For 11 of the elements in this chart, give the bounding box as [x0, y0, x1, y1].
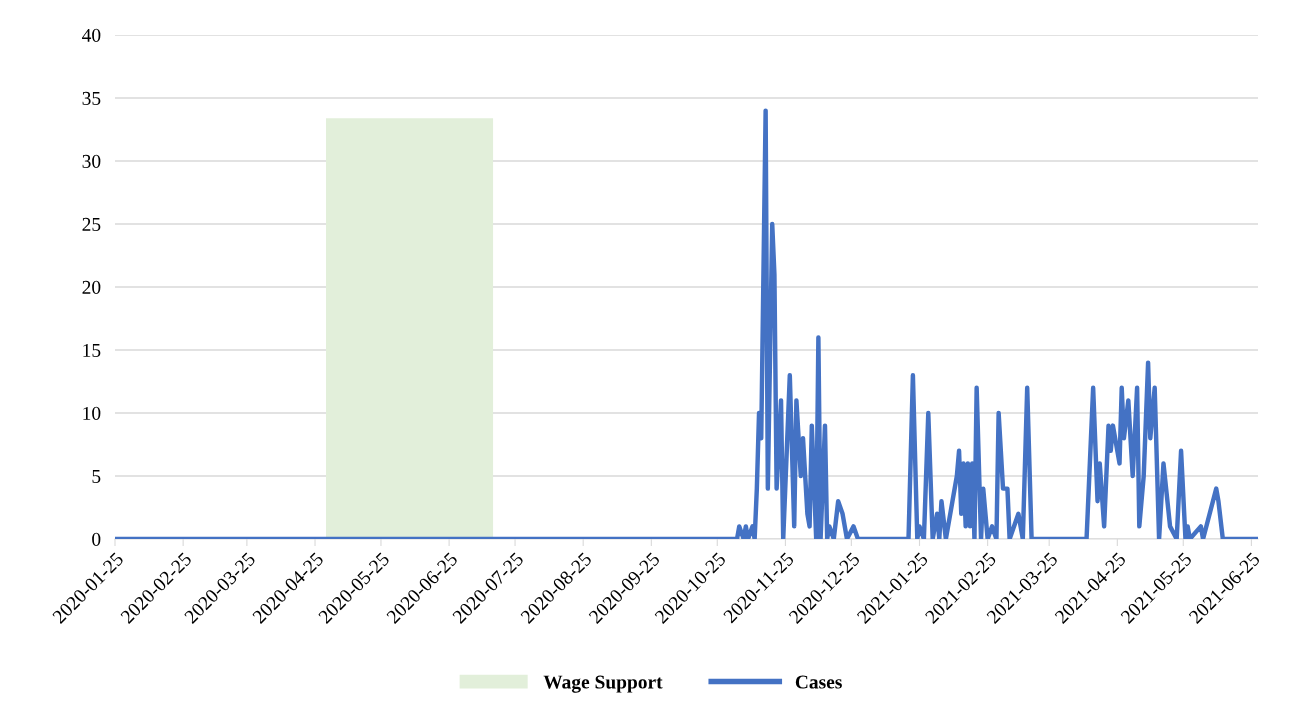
y-tick-label: 10: [83, 406, 101, 420]
y-tick-label: 25: [82, 217, 101, 231]
y-tick-label: 5: [92, 470, 101, 483]
y-tick-label: 20: [82, 280, 101, 294]
y-tick-label: 35: [82, 91, 101, 105]
y-tick-label: 0: [92, 532, 101, 546]
legend-label: Wage Support: [543, 675, 663, 693]
y-tick-label: 15: [83, 343, 101, 357]
legend-label: Cases: [795, 675, 842, 689]
y-tick-label: 30: [82, 154, 101, 168]
y-tick-label: 40: [82, 28, 101, 42]
